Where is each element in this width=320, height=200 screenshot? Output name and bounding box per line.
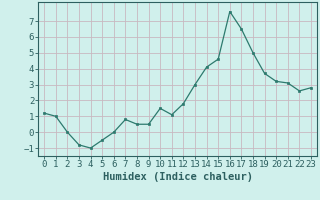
X-axis label: Humidex (Indice chaleur): Humidex (Indice chaleur) [103, 172, 252, 182]
